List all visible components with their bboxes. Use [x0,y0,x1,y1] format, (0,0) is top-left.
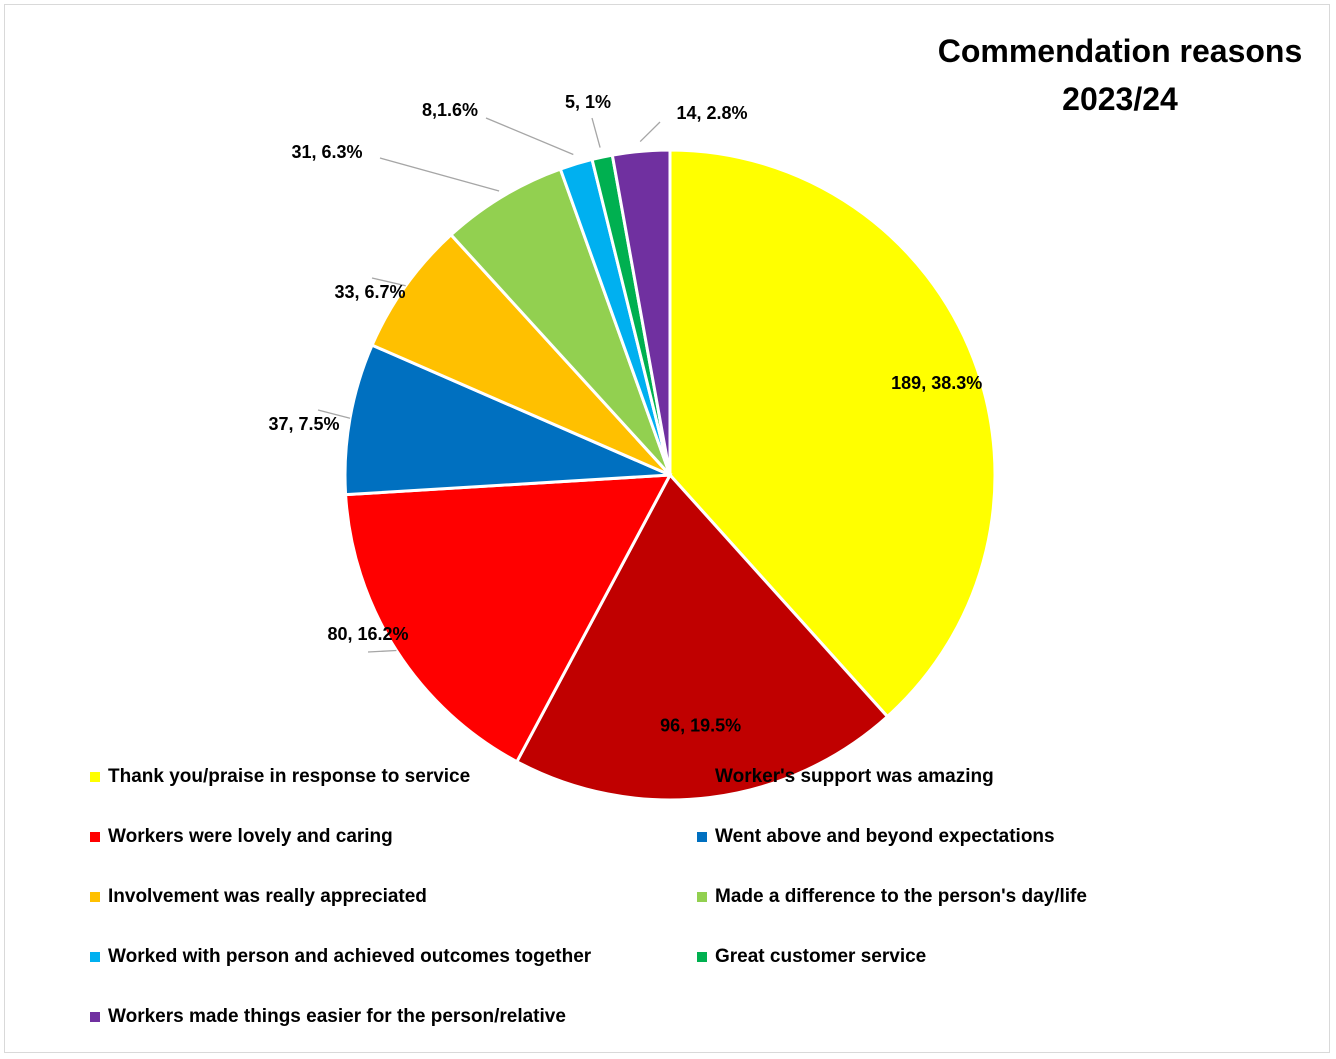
chart-title-line-1: Commendation reasons [938,33,1303,69]
chart-title-line-2: 2023/24 [1062,81,1178,117]
leader-line-worked-with-person-and-achieved-outcomes-together [485,117,574,156]
data-label-worked-with-person-and-achieved-outcomes-together: 8,1.6% [422,100,478,120]
pie-slice-made-a-difference-to-the-person-s-day-life [448,167,672,477]
data-label-worker-s-support-was-amazing: 96, 19.5% [660,715,741,735]
leader-line-workers-were-lovely-and-caring [367,649,397,653]
legend-label: Worked with person and achieved outcomes… [108,946,592,967]
pie-slice-went-above-and-beyond-expectations [343,343,671,497]
legend-swatch [697,772,707,782]
legend-swatch [697,832,707,842]
pie-slice-workers-made-things-easier-for-the-person-relative [610,148,672,476]
data-label-great-customer-service: 5, 1% [565,92,611,112]
legend-swatch [90,892,100,902]
legend-label: Worker's support was amazing [715,766,994,787]
legend-item-worker-s-support-was-amazing: Worker's support was amazing [697,766,994,787]
legend-item-made-a-difference-to-the-person-s-day-life: Made a difference to the person's day/li… [697,886,1087,907]
pie-slice-thank-you-praise-in-response-to-service [668,148,997,719]
legend-swatch [90,952,100,962]
pie-slice-workers-were-lovely-and-caring [344,473,673,764]
legend-swatch [90,1012,100,1022]
legend-swatch [90,832,100,842]
leader-line-made-a-difference-to-the-person-s-day-life [379,157,500,192]
data-label-workers-made-things-easier-for-the-person-relative: 14, 2.8% [676,103,747,123]
legend-label: Made a difference to the person's day/li… [715,886,1087,907]
legend-item-involvement-was-really-appreciated: Involvement was really appreciated [90,886,427,907]
legend-swatch [697,952,707,962]
legend-item-workers-were-lovely-and-caring: Workers were lovely and caring [90,826,393,847]
legend-item-worked-with-person-and-achieved-outcomes-together: Worked with person and achieved outcomes… [90,946,592,967]
pie-slice-worker-s-support-was-amazing [514,472,890,802]
legend-swatch [90,772,100,782]
legend-item-went-above-and-beyond-expectations: Went above and beyond expectations [697,826,1055,847]
leader-line-involvement-was-really-appreciated [371,277,406,287]
data-label-went-above-and-beyond-expectations: 37, 7.5% [268,414,339,434]
legend-item-great-customer-service: Great customer service [697,946,926,967]
pie-slice-involvement-was-really-appreciated [370,232,672,477]
legend-swatch [697,892,707,902]
legend-item-workers-made-things-easier-for-the-person-relative: Workers made things easier for the perso… [90,1006,566,1027]
legend-label: Great customer service [715,946,926,967]
leader-line-workers-made-things-easier-for-the-person-relative [639,121,661,143]
data-label-thank-you-praise-in-response-to-service: 189, 38.3% [891,373,982,393]
legend-label: Involvement was really appreciated [108,886,427,907]
leader-line-great-customer-service [591,117,601,148]
legend-label: Workers were lovely and caring [108,826,393,847]
legend-item-thank-you-praise-in-response-to-service: Thank you/praise in response to service [90,766,470,787]
data-label-involvement-was-really-appreciated: 33, 6.7% [334,282,405,302]
data-label-made-a-difference-to-the-person-s-day-life: 31, 6.3% [291,142,362,162]
legend-label: Went above and beyond expectations [715,826,1055,847]
data-label-workers-were-lovely-and-caring: 80, 16.2% [327,624,408,644]
leader-line-went-above-and-beyond-expectations [317,409,351,419]
legend-label: Thank you/praise in response to service [108,766,470,787]
legend-label: Workers made things easier for the perso… [108,1006,566,1027]
